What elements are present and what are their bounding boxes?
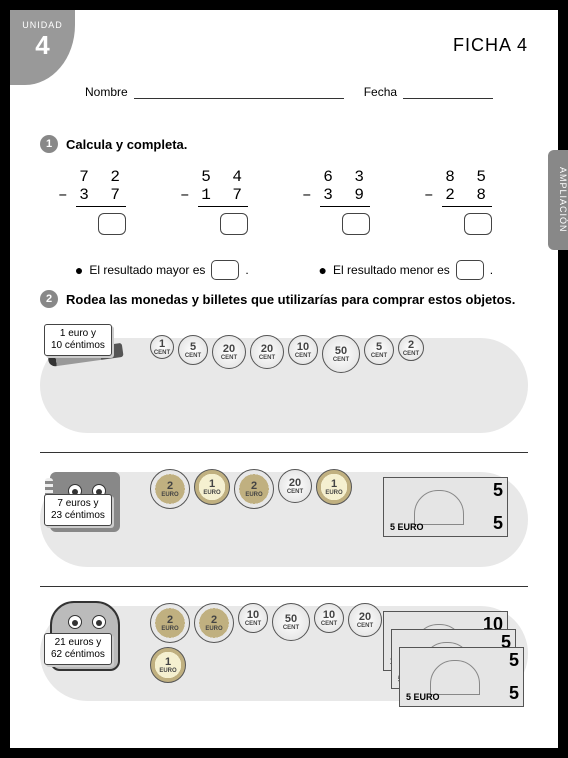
rule-line bbox=[320, 206, 370, 207]
subtraction-problem: 8 52 8 bbox=[442, 168, 492, 235]
exercise-1: 1 Calcula y completa. 7 23 75 41 76 33 9… bbox=[40, 135, 528, 280]
subtraction-problem: 7 23 7 bbox=[76, 168, 126, 235]
item-illustration: 1 euro y10 céntimos bbox=[40, 333, 140, 362]
coin-20cent[interactable]: 20CENT bbox=[278, 469, 312, 503]
subtraction-row: 7 23 75 41 76 33 98 52 8 bbox=[40, 168, 528, 235]
coins-group: 2EURO2EURO10CENT50CENT10CENT20CENT1EURO bbox=[150, 603, 420, 683]
coin-1cent[interactable]: 1CENT bbox=[150, 335, 174, 359]
result-minor-text: El resultado menor es bbox=[333, 263, 450, 277]
answer-box[interactable] bbox=[464, 213, 492, 235]
unit-number: 4 bbox=[10, 30, 75, 61]
minuend: 7 2 bbox=[76, 168, 126, 186]
shop-row: 7 euros y23 céntimos2EURO1EURO2EURO20CEN… bbox=[40, 457, 528, 587]
result-major-box[interactable] bbox=[211, 260, 239, 280]
unit-label: UNIDAD bbox=[10, 20, 75, 30]
ex1-badge: 1 bbox=[40, 135, 58, 153]
coins-group: 1CENT5CENT20CENT20CENT10CENT50CENT5CENT2… bbox=[150, 335, 520, 373]
answer-box[interactable] bbox=[342, 213, 370, 235]
item-illustration: 7 euros y23 céntimos bbox=[40, 467, 140, 532]
name-date-row: Nombre Fecha bbox=[85, 85, 528, 99]
result-minor: ● El resultado menor es . bbox=[319, 260, 494, 280]
coin-2euro[interactable]: 2EURO bbox=[194, 603, 234, 643]
minuend: 5 4 bbox=[198, 168, 248, 186]
coin-50cent[interactable]: 50CENT bbox=[322, 335, 360, 373]
coin-20cent[interactable]: 20CENT bbox=[250, 335, 284, 369]
date-field: Fecha bbox=[364, 85, 493, 99]
subtraction-problem: 6 33 9 bbox=[320, 168, 370, 235]
rule-line bbox=[76, 206, 126, 207]
price-tag: 21 euros y62 céntimos bbox=[44, 633, 112, 665]
ex2-badge: 2 bbox=[40, 290, 58, 308]
result-row: ● El resultado mayor es . ● El resultado… bbox=[40, 260, 528, 280]
answer-box[interactable] bbox=[220, 213, 248, 235]
coin-10cent[interactable]: 10CENT bbox=[238, 603, 268, 633]
coin-20cent[interactable]: 20CENT bbox=[212, 335, 246, 369]
shop-row: 21 euros y62 céntimos2EURO2EURO10CENT50C… bbox=[40, 591, 528, 721]
coin-2cent[interactable]: 2CENT bbox=[398, 335, 424, 361]
result-major-text: El resultado mayor es bbox=[89, 263, 205, 277]
minuend: 8 5 bbox=[442, 168, 492, 186]
subtrahend: 3 9 bbox=[320, 186, 370, 204]
banknote-5[interactable]: 55 EURO5 bbox=[399, 647, 524, 707]
coin-2euro[interactable]: 2EURO bbox=[150, 603, 190, 643]
coin-1euro[interactable]: 1EURO bbox=[194, 469, 230, 505]
name-label: Nombre bbox=[85, 85, 128, 99]
coin-1euro[interactable]: 1EURO bbox=[150, 647, 186, 683]
date-line[interactable] bbox=[403, 98, 493, 99]
item-illustration: 21 euros y62 céntimos bbox=[40, 601, 140, 671]
name-field: Nombre bbox=[85, 85, 344, 99]
shop-row: 1 euro y10 céntimos1CENT5CENT20CENT20CEN… bbox=[40, 323, 528, 453]
subtraction-problem: 5 41 7 bbox=[198, 168, 248, 235]
coin-10cent[interactable]: 10CENT bbox=[288, 335, 318, 365]
result-major: ● El resultado mayor es . bbox=[75, 260, 249, 280]
result-minor-box[interactable] bbox=[456, 260, 484, 280]
unit-badge: UNIDAD 4 bbox=[10, 10, 75, 85]
ex1-title: Calcula y completa. bbox=[66, 137, 187, 152]
exercise-2: 2 Rodea las monedas y billetes que utili… bbox=[40, 290, 528, 725]
answer-box[interactable] bbox=[98, 213, 126, 235]
subtrahend: 1 7 bbox=[198, 186, 248, 204]
name-line[interactable] bbox=[134, 98, 344, 99]
coin-5cent[interactable]: 5CENT bbox=[364, 335, 394, 365]
side-tab: AMPLIACIÓN bbox=[548, 150, 568, 250]
ex2-title: Rodea las monedas y billetes que utiliza… bbox=[66, 292, 515, 307]
bullet-icon: ● bbox=[319, 262, 327, 278]
subtrahend: 2 8 bbox=[442, 186, 492, 204]
rule-line bbox=[198, 206, 248, 207]
coin-20cent[interactable]: 20CENT bbox=[348, 603, 382, 637]
minuend: 6 3 bbox=[320, 168, 370, 186]
ex2-header: 2 Rodea las monedas y billetes que utili… bbox=[40, 290, 528, 308]
price-tag: 7 euros y23 céntimos bbox=[44, 494, 112, 526]
banknote-5[interactable]: 55 EURO5 bbox=[383, 477, 508, 537]
coin-10cent[interactable]: 10CENT bbox=[314, 603, 344, 633]
ex1-header: 1 Calcula y completa. bbox=[40, 135, 528, 153]
date-label: Fecha bbox=[364, 85, 397, 99]
shop-rows: 1 euro y10 céntimos1CENT5CENT20CENT20CEN… bbox=[40, 323, 528, 721]
subtrahend: 3 7 bbox=[76, 186, 126, 204]
coin-5cent[interactable]: 5CENT bbox=[178, 335, 208, 365]
bullet-icon: ● bbox=[75, 262, 83, 278]
coin-1euro[interactable]: 1EURO bbox=[316, 469, 352, 505]
rule-line bbox=[442, 206, 492, 207]
price-tag: 1 euro y10 céntimos bbox=[44, 324, 112, 356]
coin-50cent[interactable]: 50CENT bbox=[272, 603, 310, 641]
ficha-title: FICHA 4 bbox=[453, 35, 528, 56]
coin-2euro[interactable]: 2EURO bbox=[150, 469, 190, 509]
coins-group: 2EURO1EURO2EURO20CENT1EURO bbox=[150, 469, 420, 509]
worksheet-page: UNIDAD 4 FICHA 4 AMPLIACIÓN Nombre Fecha… bbox=[10, 10, 558, 748]
coin-2euro[interactable]: 2EURO bbox=[234, 469, 274, 509]
